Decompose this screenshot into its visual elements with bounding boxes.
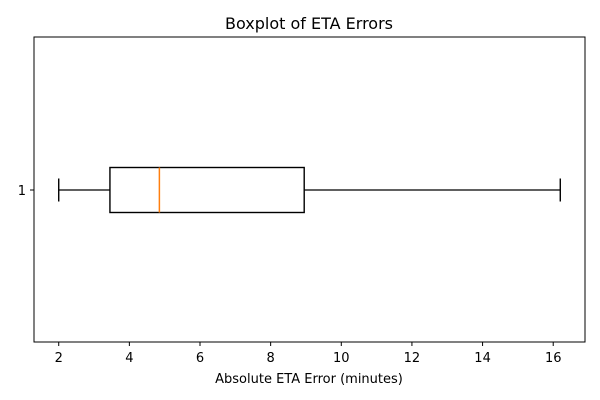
y-axis-ticks: 1 [18, 184, 34, 199]
interquartile-box [109, 166, 305, 214]
boxplot-layer [58, 166, 561, 214]
x-tick-label: 10 [333, 351, 350, 366]
x-tick-label: 6 [196, 351, 204, 366]
chart-title: Boxplot of ETA Errors [225, 14, 393, 33]
x-axis-label: Absolute ETA Error (minutes) [215, 372, 403, 387]
x-tick-label: 14 [474, 351, 491, 366]
x-tick-label: 12 [404, 351, 421, 366]
x-axis-ticks: 2 4 6 8 10 12 14 16 [55, 342, 562, 366]
x-tick-label: 4 [125, 351, 133, 366]
x-tick-label: 8 [267, 351, 275, 366]
y-tick-label: 1 [18, 184, 26, 199]
x-tick-label: 16 [545, 351, 562, 366]
x-tick-label: 2 [55, 351, 63, 366]
